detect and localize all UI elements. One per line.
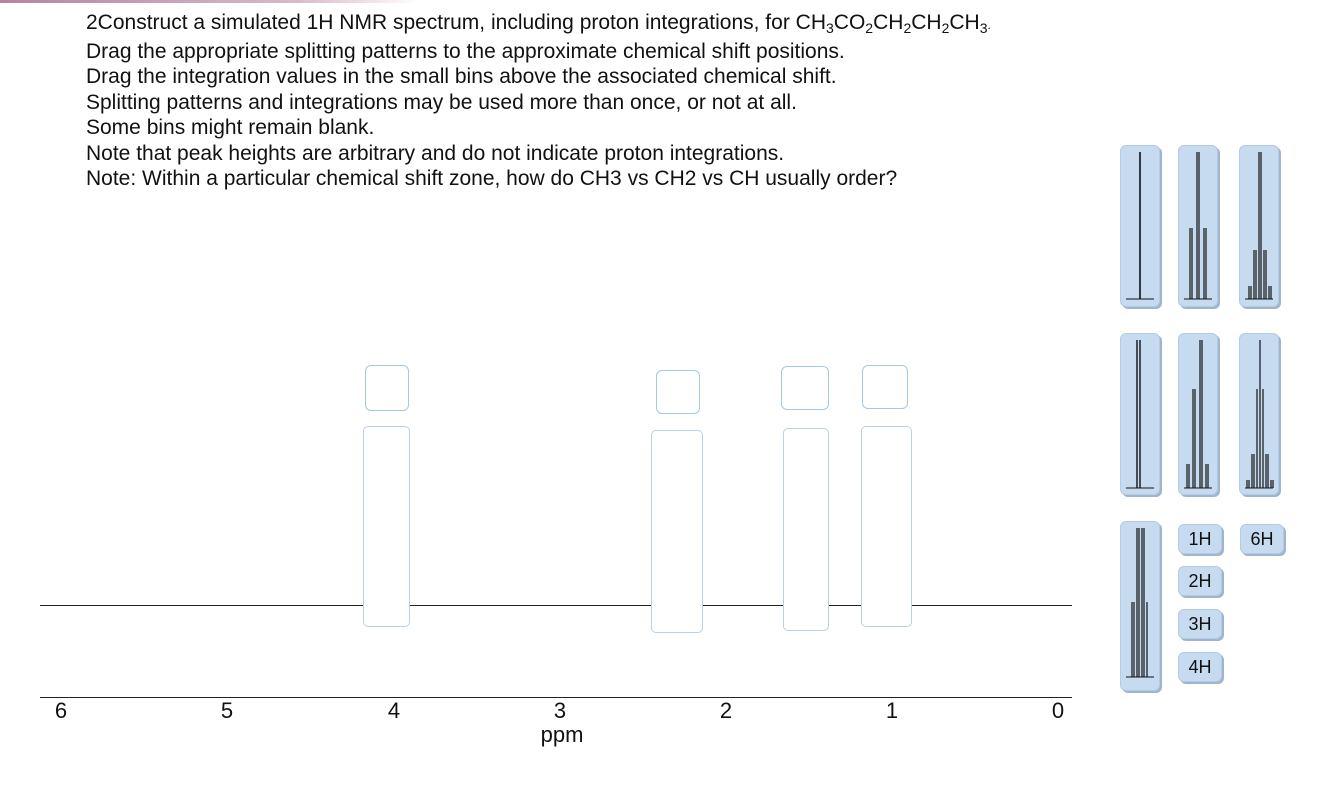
quintet-pattern-icon	[1245, 152, 1273, 300]
triplet-pattern-tile[interactable]	[1178, 145, 1218, 307]
splitting-bin-3[interactable]	[783, 428, 829, 631]
axis-tick-1: 1	[885, 698, 899, 723]
multiplet-pattern-tile[interactable]	[1120, 521, 1160, 691]
axis-tick-0: 0	[1051, 698, 1065, 723]
quartet-pattern-icon	[1184, 340, 1212, 489]
spectrum-baseline	[40, 605, 1072, 606]
integration-chip-2h[interactable]: 2H	[1178, 566, 1222, 596]
axis-tick-2: 2	[719, 698, 733, 723]
singlet-pattern-icon	[1126, 152, 1154, 300]
instruction-line-5: Some bins might remain blank.	[86, 116, 375, 139]
question-text: 2Construct a simulated 1H NMR spectrum, …	[86, 11, 796, 34]
ppm-axis	[40, 697, 1072, 698]
integration-bin-3[interactable]	[781, 366, 829, 410]
sextet-pattern-tile[interactable]	[1239, 333, 1279, 495]
doublet-pattern-tile[interactable]	[1120, 333, 1160, 495]
instruction-line-7: Note: Within a particular chemical shift…	[86, 167, 898, 190]
singlet-pattern-tile[interactable]	[1120, 145, 1160, 307]
integration-bin-1[interactable]	[365, 365, 409, 411]
axis-tick-6: 6	[54, 698, 68, 723]
axis-tick-3: 3	[553, 698, 567, 723]
splitting-bin-2[interactable]	[651, 430, 703, 633]
question-instructions: 2Construct a simulated 1H NMR spectrum, …	[86, 10, 1086, 192]
integration-bin-2[interactable]	[656, 370, 700, 414]
instruction-line-3: Drag the integration values in the small…	[86, 65, 837, 88]
splitting-bin-4[interactable]	[861, 426, 912, 627]
instruction-line-2: Drag the appropriate splitting patterns …	[86, 39, 845, 63]
top-accent-bar	[0, 0, 420, 3]
splitting-bin-1[interactable]	[363, 426, 410, 627]
quintet-pattern-tile[interactable]	[1239, 145, 1279, 307]
question-title: 2Construct a simulated 1H NMR spectrum, …	[86, 10, 1086, 39]
quartet-pattern-tile[interactable]	[1178, 333, 1218, 495]
integration-chip-3h[interactable]: 3H	[1178, 609, 1222, 639]
axis-tick-4: 4	[387, 698, 401, 723]
sextet-pattern-icon	[1245, 340, 1274, 489]
instruction-line-4: Splitting patterns and integrations may …	[86, 90, 797, 114]
integration-chip-6h[interactable]: 6H	[1240, 524, 1284, 554]
axis-label: ppm	[540, 722, 584, 747]
integration-bin-4[interactable]	[862, 365, 908, 409]
molecular-formula: CH3CO2CH2CH2CH3.	[795, 11, 991, 36]
instruction-line-6: Note that peak heights are arbitrary and…	[86, 141, 785, 165]
integration-chip-4h[interactable]: 4H	[1178, 652, 1222, 682]
axis-tick-5: 5	[220, 698, 234, 723]
triplet-pattern-icon	[1184, 152, 1212, 300]
multiplet-pattern-icon	[1126, 528, 1154, 678]
integration-chip-1h[interactable]: 1H	[1178, 524, 1222, 554]
doublet-pattern-icon	[1126, 340, 1154, 489]
